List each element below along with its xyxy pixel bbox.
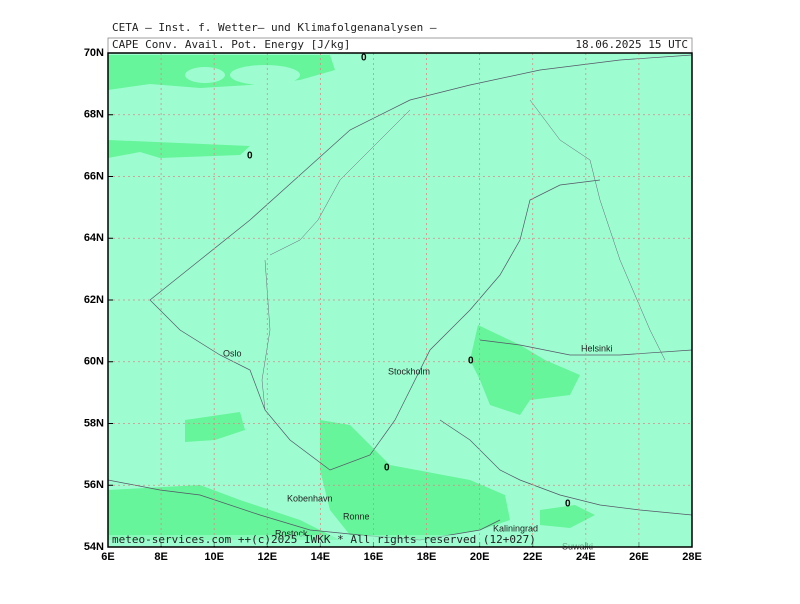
y-tick-label: 66N [84, 170, 104, 182]
map-frame [107, 52, 693, 548]
contour-label: 0 [247, 151, 253, 162]
y-tick-label: 58N [84, 417, 104, 429]
city-label: Kaliningrad [493, 523, 538, 533]
coastlines [107, 54, 693, 541]
y-tick-label: 62N [84, 294, 104, 306]
contour-label: 0 [361, 53, 367, 64]
city-label: Rostock [275, 528, 308, 538]
x-tick-label: 16E [364, 551, 384, 563]
x-tick-label: 20E [470, 551, 490, 563]
x-tick-label: 28E [682, 551, 702, 563]
x-tick-label: 22E [523, 551, 543, 563]
valid-time: 18.06.2025 15 UTC [575, 38, 688, 51]
y-tick-label: 56N [84, 479, 104, 491]
city-label: Kobenhavn [287, 493, 333, 503]
city-label: Suwalki [562, 541, 593, 551]
field-name: CAPE Conv. Avail. Pot. Energy [J/kg] [112, 38, 350, 51]
contour-label: 0 [565, 499, 571, 510]
y-tick-label: 70N [84, 47, 104, 59]
footer: meteo-services.com ++(c)2025 IWKK * All … [112, 533, 536, 546]
y-tick-label: 68N [84, 109, 104, 121]
city-label: Ronne [343, 511, 370, 521]
city-label: Stockholm [388, 366, 430, 376]
x-tick-label: 10E [204, 551, 224, 563]
city-label: Helsinki [581, 343, 613, 353]
x-tick-label: 14E [311, 551, 331, 563]
y-tick-label: 54N [84, 541, 104, 553]
contour-label: 0 [384, 463, 390, 474]
cape-patches [108, 55, 595, 540]
y-tick-label: 64N [84, 232, 104, 244]
x-tick-label: 6E [101, 551, 114, 563]
city-label: Oslo [223, 348, 242, 358]
cape-holes [185, 65, 300, 85]
x-tick-label: 12E [257, 551, 277, 563]
footer-bg [109, 535, 691, 546]
x-tick-label: 26E [629, 551, 649, 563]
x-tick-label: 24E [576, 551, 596, 563]
y-tick-label: 60N [84, 356, 104, 368]
contour-label: 0 [468, 356, 474, 367]
x-tick-label: 18E [417, 551, 437, 563]
x-tick-label: 8E [154, 551, 167, 563]
title: CETA — Inst. f. Wetter— und Klimafolgena… [112, 21, 437, 34]
